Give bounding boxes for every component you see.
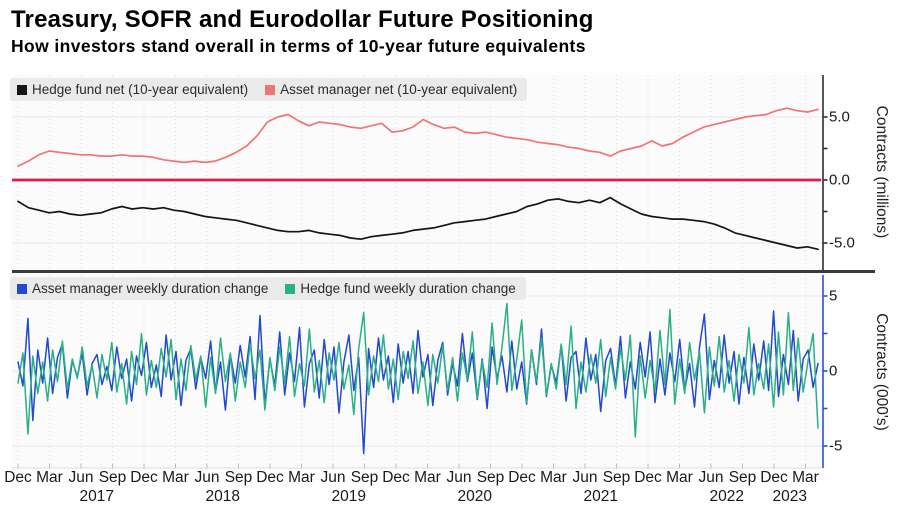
x-month-label: Dec (634, 469, 662, 486)
bottom-axis-title: Contracts (000's) (873, 313, 890, 431)
legend-item-asset-manager-net-10-year-equivalent: Asset manager net (10-year equivalent) (265, 82, 517, 97)
legend-item-hedge-fund-weekly-duration-change: Hedge fund weekly duration change (285, 281, 516, 296)
x-month-label: Sep (350, 469, 379, 486)
legend-swatch (285, 283, 296, 294)
x-year-label: 2019 (331, 488, 366, 505)
legend-label: Hedge fund net (10-year equivalent) (32, 82, 249, 97)
x-year-label: 2023 (772, 488, 807, 505)
x-month-label: Mar (162, 469, 189, 486)
x-month-label: Jun (698, 469, 724, 486)
x-month-label: Jun (320, 469, 346, 486)
x-month-label: Sep (224, 469, 253, 486)
x-month-label: Dec (382, 469, 410, 486)
x-month-label: Dec (508, 469, 536, 486)
y-tick-label: -5.0 (829, 234, 855, 252)
chart-title: Treasury, SOFR and Eurodollar Future Pos… (11, 6, 594, 33)
legend-item-asset-manager-weekly-duration-change: Asset manager weekly duration change (17, 281, 268, 296)
y-tick-label: 0 (829, 362, 838, 380)
y-tick-label: 5 (829, 287, 838, 305)
data-series (17, 107, 819, 455)
x-month-label: Jun (572, 469, 598, 486)
x-year-label: 2017 (79, 488, 114, 505)
legend-label: Asset manager weekly duration change (32, 281, 269, 296)
x-month-label: Jun (446, 469, 472, 486)
x-month-label: Mar (36, 469, 63, 486)
x-month-label: Mar (666, 469, 693, 486)
x-month-label: Dec (760, 469, 788, 486)
asset-manager-net-10-year-equivalent-line (17, 107, 819, 167)
y-tick-label: -5 (829, 437, 843, 455)
hedge-fund-net-10-year-equivalent-line (17, 196, 819, 251)
right-axes (822, 75, 828, 468)
x-year-label: 2018 (205, 488, 240, 505)
legend-swatch (265, 84, 276, 95)
top-panel-legend: Hedge fund net (10-year equivalent) Asset… (10, 78, 528, 101)
legend-item-hedge-fund-net-10-year-equivalent: Hedge fund net (10-year equivalent) (17, 82, 248, 97)
y-tick-label: 0.0 (829, 171, 850, 189)
x-year-label: 2022 (709, 488, 744, 505)
x-month-label: Mar (792, 469, 819, 486)
x-month-label: Sep (602, 469, 631, 486)
x-month-label: Sep (728, 469, 757, 486)
x-month-label: Sep (98, 469, 127, 486)
x-month-label: Dec (256, 469, 284, 486)
legend-label: Hedge fund weekly duration change (300, 281, 516, 296)
x-month-label: Jun (68, 469, 94, 486)
legend-label: Asset manager net (10-year equivalent) (280, 82, 518, 97)
x-month-label: Mar (414, 469, 441, 486)
x-month-label: Mar (540, 469, 567, 486)
legend-swatch (17, 84, 27, 95)
x-month-label: Sep (476, 469, 505, 486)
y-tick-label: 5.0 (829, 108, 850, 126)
chart-subtitle: How investors stand overall in terms of … (11, 36, 586, 56)
x-month-label: Dec (4, 469, 32, 486)
x-year-label: 2020 (457, 488, 492, 505)
legend-swatch (17, 283, 27, 294)
x-year-label: 2021 (583, 488, 618, 505)
x-month-label: Dec (130, 469, 158, 486)
hedge-fund-weekly-duration-change-line (17, 302, 819, 438)
bottom-panel-legend: Asset manager weekly duration change Hedg… (10, 277, 526, 300)
x-month-label: Mar (288, 469, 315, 486)
x-month-label: Jun (194, 469, 220, 486)
top-axis-title: Contracts (millions) (873, 105, 890, 239)
